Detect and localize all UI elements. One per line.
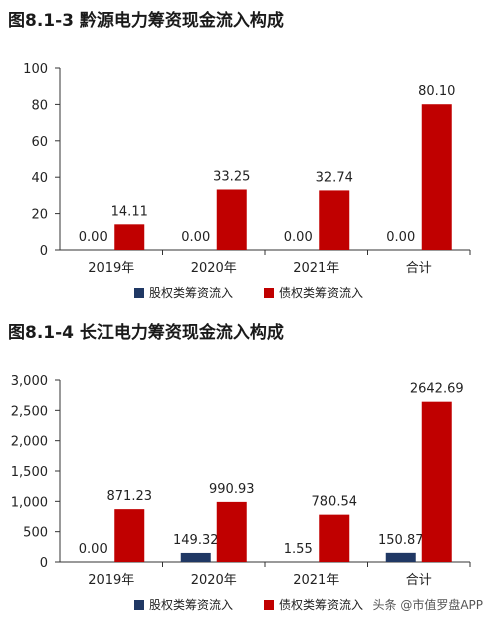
data-label: 1.55 [284,542,313,557]
bar-debt [421,104,452,250]
chart-2: 0 500 1,000 1,500 2,000 2,500 3,000 0.00 871.23 2… [11,374,471,612]
y-tick-label: 1,500 [11,465,48,480]
data-label: 80.10 [418,84,455,99]
legend-swatch [134,288,144,298]
x-tick-label: 合计 [406,261,432,276]
y-tick-label: 2,000 [11,435,48,450]
x-tick-label: 2019年 [88,261,134,276]
legend-label: 债权类筹资流入 [279,598,363,612]
data-label: 0.00 [79,230,108,245]
x-tick-label: 2019年 [88,573,134,588]
x-tick-label: 2021年 [293,261,339,276]
bar-debt [114,509,145,562]
chart-1-title: 图8.1-3 黔源电力筹资现金流入构成 [8,11,284,31]
chart-2-title: 图8.1-4 长江电力筹资现金流入构成 [8,323,284,343]
bar-debt [114,224,145,250]
bar-debt [216,501,247,562]
legend-swatch [134,600,144,610]
data-label: 0.00 [386,230,415,245]
legend-label: 债权类筹资流入 [279,286,363,300]
x-tick-label: 合计 [406,573,432,588]
legend-swatch [264,288,274,298]
bar-equity [180,552,211,562]
y-tick-label: 1,000 [11,495,48,510]
data-label: 0.00 [284,230,313,245]
legend-label: 股权类筹资流入 [149,286,233,300]
data-label: 150.87 [378,533,424,548]
data-label: 871.23 [107,489,153,504]
legend-label: 股权类筹资流入 [149,598,233,612]
y-tick-label: 80 [31,98,48,113]
data-label: 0.00 [79,542,108,557]
x-tick-label: 2020年 [191,261,237,276]
y-tick-label: 3,000 [11,374,48,389]
y-tick-label: 40 [31,171,48,186]
y-tick-label: 2,500 [11,404,48,419]
y-tick-label: 0 [40,556,48,571]
data-label: 780.54 [312,495,358,510]
data-label: 0.00 [181,230,210,245]
bar-equity [385,552,416,562]
data-label: 990.93 [209,482,255,497]
x-tick-label: 2020年 [191,573,237,588]
chart-1: 0204060801000.0014.112019年0.0033.252020年… [23,62,471,300]
watermark: 头条 @市值罗盘APP [372,598,484,612]
bar-debt [216,189,247,250]
data-label: 14.11 [111,204,148,219]
data-label: 149.32 [173,533,219,548]
legend-swatch [264,600,274,610]
y-tick-label: 0 [40,244,48,259]
data-label: 32.74 [316,170,353,185]
y-tick-label: 500 [23,526,48,541]
y-tick-label: 20 [31,208,48,223]
bar-debt [319,190,350,250]
data-label: 2642.69 [410,382,464,397]
data-label: 33.25 [213,169,250,184]
y-tick-label: 60 [31,135,48,150]
bar-debt [421,401,452,562]
y-tick-label: 100 [23,62,48,77]
x-tick-label: 2021年 [293,573,339,588]
bar-debt [319,514,350,562]
